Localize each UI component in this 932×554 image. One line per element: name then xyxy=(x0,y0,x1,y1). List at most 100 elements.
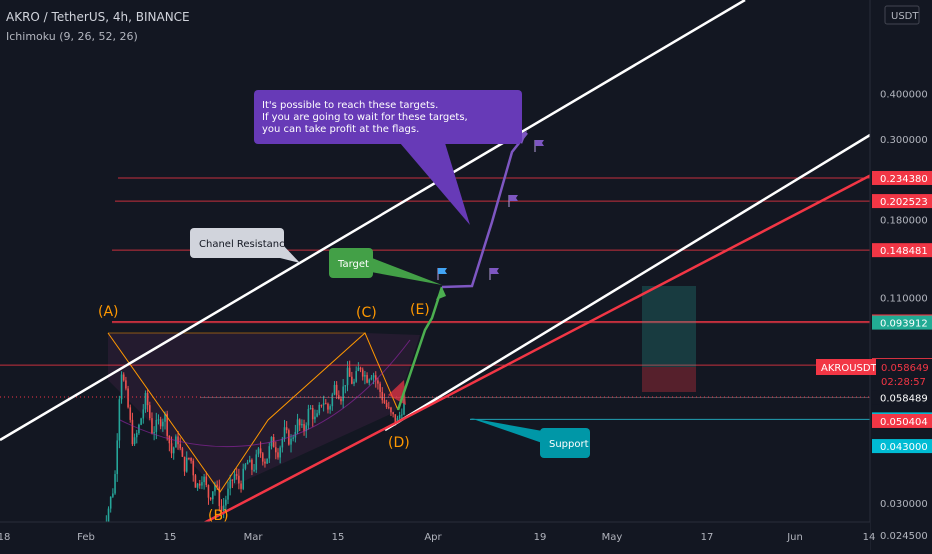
note-line-1: It's possible to reach these targets. xyxy=(262,100,438,111)
candle-body xyxy=(201,482,203,486)
candle-body xyxy=(168,435,171,444)
candle-body xyxy=(279,447,281,458)
price-tick-label: 0.024500 xyxy=(880,531,928,542)
support-pointer xyxy=(470,418,548,445)
note-callout[interactable]: It's possible to reach these targets. If… xyxy=(254,90,522,225)
flag-icon xyxy=(534,140,544,152)
candle-body xyxy=(285,427,288,431)
support-callout[interactable]: Support xyxy=(470,418,590,458)
candle-body xyxy=(316,413,318,417)
price-axis-ticks: 0.400000 0.300000 0.180000 0.110000 0.030000… xyxy=(880,89,928,542)
price-level-label: 0.148481 xyxy=(880,246,928,257)
support-box xyxy=(540,428,590,458)
green-projection xyxy=(396,286,444,411)
pattern-curve xyxy=(119,339,411,448)
candle-body xyxy=(305,425,308,432)
current-price-text: 0.058649 xyxy=(881,363,929,374)
candle-body xyxy=(331,394,334,407)
flag-icon xyxy=(489,268,499,280)
time-axis[interactable]: 18 Feb 15 Mar 15 Apr 19 May 17 Jun 14 xyxy=(0,521,875,550)
candle-body xyxy=(303,424,305,432)
candle-body xyxy=(225,499,227,506)
candle-body xyxy=(392,412,394,415)
channel-red-line[interactable] xyxy=(199,171,876,527)
candle-body xyxy=(146,393,149,406)
candle-body xyxy=(242,468,245,489)
current-price-box xyxy=(876,359,932,391)
candle-body xyxy=(129,407,132,420)
candle-body xyxy=(385,403,388,408)
countdown-text: 02:28:57 xyxy=(881,377,926,388)
loss-zone xyxy=(642,367,696,392)
candle-body xyxy=(264,461,266,464)
candle-body xyxy=(214,484,216,492)
candle-body xyxy=(125,380,127,389)
candle-body xyxy=(275,447,277,453)
candle-body xyxy=(268,446,271,459)
candle-body xyxy=(387,407,390,409)
time-tick-label: Jun xyxy=(786,532,803,543)
price-level-tag xyxy=(872,439,932,454)
candle-body xyxy=(127,388,129,408)
candle-body xyxy=(112,493,114,497)
currency-button[interactable] xyxy=(884,5,920,25)
candle-body xyxy=(309,408,312,410)
wave-label-b: (B) xyxy=(208,508,229,524)
candle-body xyxy=(374,375,377,381)
candle-body xyxy=(153,432,155,434)
price-axis[interactable]: 0.400000 0.300000 0.180000 0.110000 0.030000… xyxy=(816,0,932,550)
candle-body xyxy=(364,375,366,377)
candle-body xyxy=(281,438,284,448)
flag-icon xyxy=(437,268,447,280)
channel-upper-line[interactable] xyxy=(0,0,746,442)
resistance-callout[interactable]: Chanel Resistance xyxy=(190,228,300,263)
ticker-text: AKROUSDT xyxy=(821,363,878,374)
candle-body xyxy=(348,367,351,377)
candle-body xyxy=(209,497,212,500)
candle-body xyxy=(240,483,242,489)
time-tick-label: Apr xyxy=(424,532,442,543)
currency-button-label: USDT xyxy=(891,11,919,22)
candle-body xyxy=(198,483,201,486)
candle-body xyxy=(164,413,166,422)
channel-lower-line[interactable] xyxy=(384,130,876,432)
candle-body xyxy=(357,367,360,372)
price-level-tag xyxy=(872,170,932,185)
candle-body xyxy=(342,386,344,402)
price-tick-label: 0.110000 xyxy=(880,294,928,305)
time-tick-label: 14 xyxy=(863,532,876,543)
candle-body xyxy=(238,475,240,484)
target-flags xyxy=(437,140,544,280)
candle-body xyxy=(231,479,234,481)
candle-body xyxy=(401,414,403,416)
candle-body xyxy=(227,488,229,500)
note-pointer xyxy=(400,143,470,225)
candle-body xyxy=(131,419,134,445)
candle-body xyxy=(257,448,260,455)
candle-body xyxy=(272,437,275,448)
candle-body xyxy=(218,486,221,507)
symbol-title[interactable]: AKRO / TetherUS, 4h, BINANCE xyxy=(6,10,190,24)
candle-body xyxy=(324,403,327,405)
candle-body xyxy=(340,398,342,402)
candle-body xyxy=(203,476,205,483)
time-axis-labels: 18 Feb 15 Mar 15 Apr 19 May 17 Jun 14 xyxy=(0,532,875,543)
candle-body xyxy=(366,375,368,383)
candle-body xyxy=(403,398,405,415)
candle-body xyxy=(353,381,355,384)
wave-labels: (A) (B) (C) (D) (E) xyxy=(98,302,430,524)
ticker-tag xyxy=(816,359,876,375)
current-price-tag: AKROUSDT 0.058649 02:28:57 xyxy=(816,359,932,391)
candle-body xyxy=(194,475,197,488)
target-callout[interactable]: Target xyxy=(329,248,442,285)
candle-body xyxy=(235,474,238,476)
target-text: Target xyxy=(337,259,369,270)
candle-body xyxy=(390,407,392,413)
candle-body xyxy=(142,409,145,419)
candle-body xyxy=(212,491,214,500)
note-line-3: you can take profit at the flags. xyxy=(262,124,419,135)
indicator-legend[interactable]: Ichimoku (9, 26, 52, 26) xyxy=(6,30,138,43)
price-level-tag xyxy=(872,390,932,405)
